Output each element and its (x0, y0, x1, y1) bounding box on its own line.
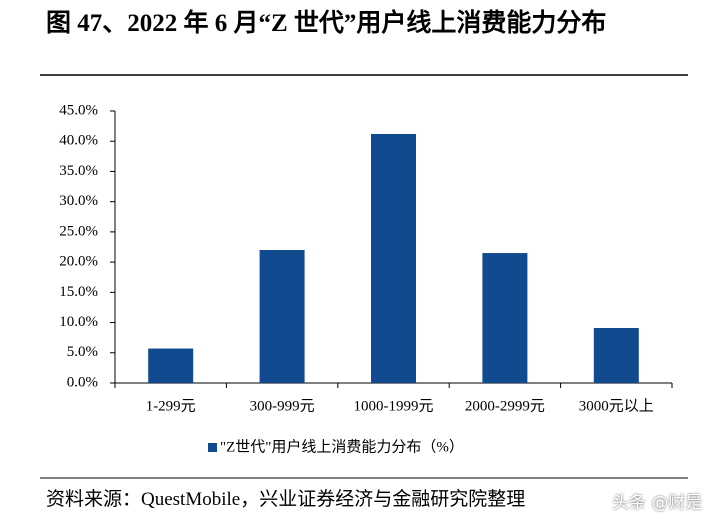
y-tick-label: 35.0% (59, 163, 98, 179)
y-tick-label: 25.0% (59, 223, 98, 239)
x-tick-label: 2000-2999元 (465, 398, 545, 414)
x-tick-label: 3000元以上 (579, 397, 654, 414)
watermark: 头条 @财是 (612, 493, 703, 513)
y-tick-label: 15.0% (59, 284, 98, 300)
legend-label: "Z世代"用户线上消费能力分布（%） (220, 438, 464, 455)
bar (371, 133, 416, 383)
source-note: 资料来源：QuestMobile，兴业证券经济与金融研究院整理 (46, 489, 526, 510)
bar (259, 250, 305, 383)
chart-title: 图 47、2022 年 6 月“Z 世代”用户线上消费能力分布 (46, 10, 607, 37)
y-tick-label: 10.0% (59, 314, 98, 330)
y-tick-label: 5.0% (67, 344, 98, 360)
y-tick-label: 45.0% (59, 102, 98, 118)
x-tick-label: 1-299元 (146, 398, 196, 414)
bar (482, 253, 528, 383)
bar (593, 327, 639, 383)
y-tick-label: 0.0% (67, 374, 98, 390)
x-tick-label: 1000-1999元 (354, 398, 434, 414)
x-tick-label: 300-999元 (250, 398, 315, 414)
legend-swatch (208, 443, 217, 452)
y-tick-label: 20.0% (59, 254, 98, 270)
y-tick-label: 30.0% (59, 193, 98, 209)
y-tick-label: 40.0% (59, 133, 98, 149)
bar (148, 348, 194, 383)
